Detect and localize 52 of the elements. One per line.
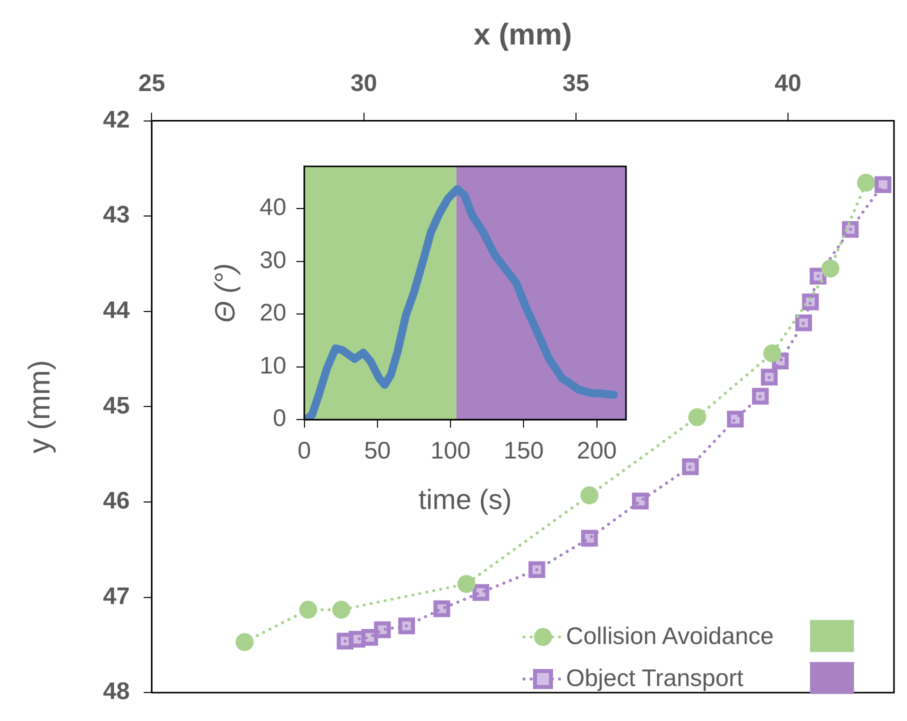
x-tick-label: 35 xyxy=(562,70,590,98)
y-tick-label: 30 xyxy=(260,246,286,274)
point xyxy=(842,221,859,238)
point xyxy=(795,314,812,332)
point xyxy=(857,174,876,192)
point xyxy=(374,621,391,638)
point xyxy=(821,260,840,278)
y-tick-label: 45 xyxy=(102,392,130,420)
y-tick-label: 47 xyxy=(102,582,130,610)
y-axis-title: y (mm) xyxy=(23,360,56,454)
point xyxy=(802,294,819,310)
point xyxy=(433,600,450,618)
x-tick-label: 150 xyxy=(504,438,544,465)
legend-label: Collision Avoidance xyxy=(566,623,774,651)
x-tick-label: 200 xyxy=(576,438,617,465)
point xyxy=(581,530,598,547)
y-tick-label: 46 xyxy=(102,488,130,515)
point xyxy=(760,368,778,386)
y-tick-label: 10 xyxy=(260,352,286,380)
point xyxy=(682,458,699,476)
y-tick-label: 48 xyxy=(102,678,130,706)
point xyxy=(580,486,598,504)
point xyxy=(688,408,706,426)
point xyxy=(457,574,476,593)
x-tick-label: 100 xyxy=(430,438,471,465)
point xyxy=(752,388,769,405)
y-axis-title: Θ (°) xyxy=(210,263,241,323)
x-axis-title: x (mm) xyxy=(474,18,572,52)
point xyxy=(763,344,782,362)
x-tick-label: 40 xyxy=(774,70,802,98)
point xyxy=(398,618,415,634)
legend-label: Object Transport xyxy=(566,665,744,693)
y-tick-label: 40 xyxy=(260,194,286,222)
point xyxy=(528,561,546,578)
y-tick-label: 42 xyxy=(102,106,130,134)
point xyxy=(332,600,350,619)
point xyxy=(361,628,378,646)
x-tick-label: 0 xyxy=(298,438,311,465)
y-tick-label: 20 xyxy=(260,300,286,327)
point xyxy=(299,600,318,619)
y-tick-label: 0 xyxy=(272,405,286,432)
x-tick-label: 30 xyxy=(350,70,378,98)
point xyxy=(874,176,892,194)
point xyxy=(236,633,254,652)
x-axis-title: time (s) xyxy=(418,484,512,515)
y-tick-label: 44 xyxy=(102,297,130,324)
point xyxy=(472,584,490,601)
y-tick-label: 43 xyxy=(102,202,130,229)
point xyxy=(726,410,744,428)
x-tick-label: 25 xyxy=(138,70,166,98)
point xyxy=(632,492,649,510)
x-tick-label: 50 xyxy=(364,438,391,465)
